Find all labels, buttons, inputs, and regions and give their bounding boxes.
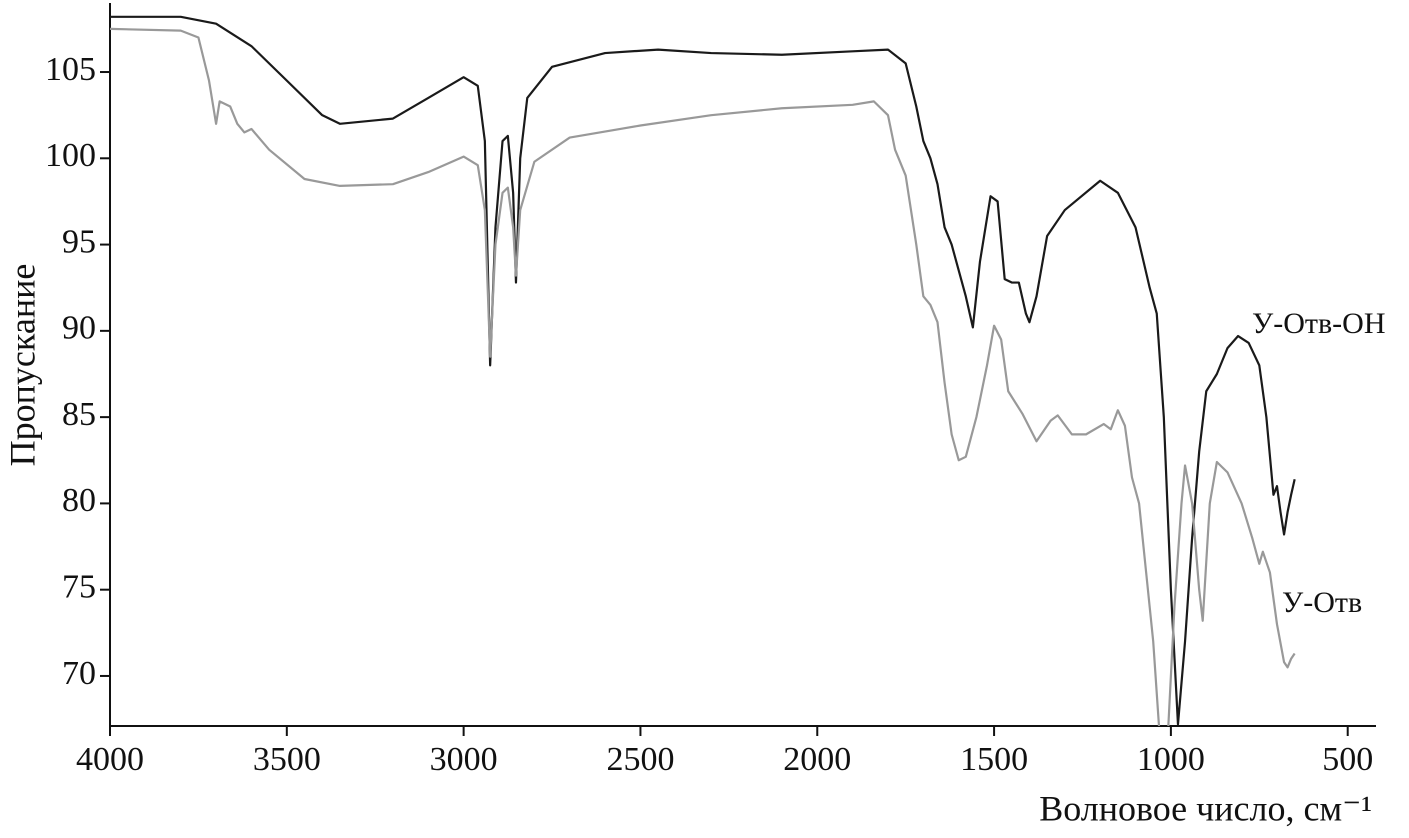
x-tick-label: 3000 [430,741,498,778]
x-tick-label: 1000 [1137,741,1205,778]
y-axis-label: Пропускание [2,264,42,467]
y-tick-label: 95 [62,223,96,260]
x-tick-label: 1500 [960,741,1028,778]
x-tick-label: 3500 [253,741,321,778]
series-line [110,15,1296,726]
y-tick-label: 100 [45,137,96,174]
y-tick-label: 70 [62,655,96,692]
x-tick-label: 2500 [606,741,674,778]
y-tick-label: 80 [62,482,96,519]
x-axis-label: Волновое число, см⁻¹ [1039,788,1372,828]
x-tick-label: 2000 [783,741,851,778]
plot-area [110,15,1296,726]
x-tick-label: 500 [1322,741,1373,778]
y-tick-label: 75 [62,568,96,605]
series-line [110,27,1296,726]
series-label: У-Отв-ОН [1252,307,1386,340]
y-tick-label: 90 [62,310,96,347]
y-tick-label: 85 [62,396,96,433]
y-tick-label: 105 [45,51,96,88]
series-label: У-Отв [1282,586,1362,619]
x-tick-label: 4000 [76,741,144,778]
